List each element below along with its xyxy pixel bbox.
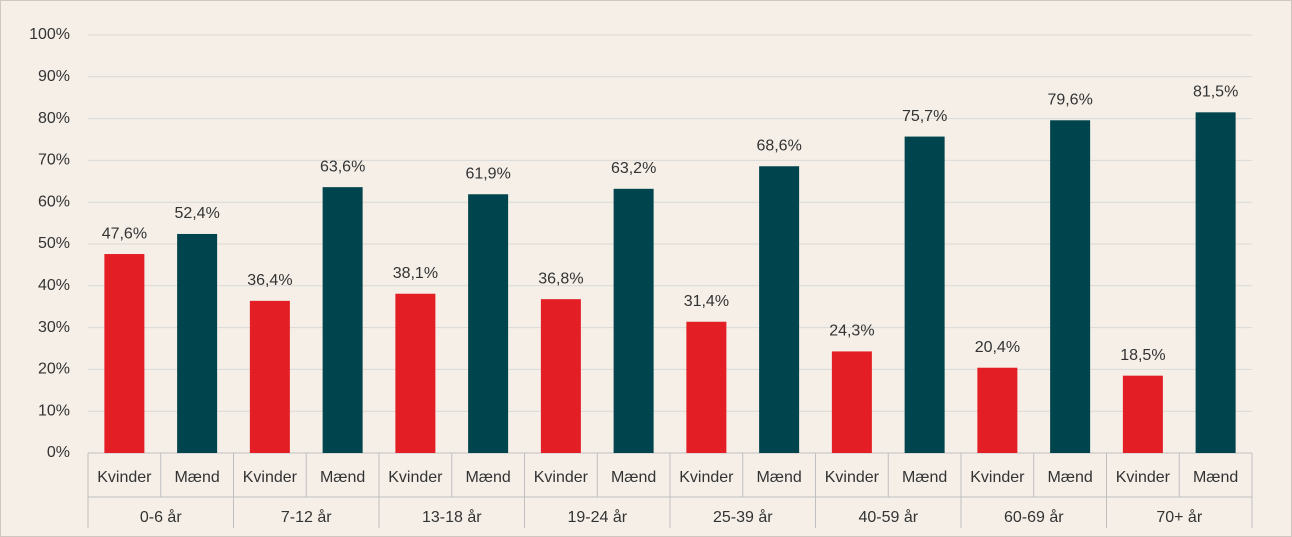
bar xyxy=(322,187,363,454)
bar xyxy=(613,188,654,453)
y-tick-label: 70% xyxy=(38,152,70,169)
x-tick-label: Mænd xyxy=(611,469,656,486)
data-label: 36,8% xyxy=(538,270,583,287)
data-label: 52,4% xyxy=(174,205,219,222)
x-tick-label: Mænd xyxy=(320,469,365,486)
x-tick-label: Kvinder xyxy=(679,469,734,486)
x-tick-label: Mænd xyxy=(1047,469,1092,486)
data-label: 63,6% xyxy=(320,158,365,175)
x-tick-label: Mænd xyxy=(756,469,801,486)
data-label: 81,5% xyxy=(1193,84,1238,101)
data-label: 47,6% xyxy=(102,225,147,242)
x-group-label: 70+ år xyxy=(1156,508,1202,526)
x-group-label: 25-39 år xyxy=(713,508,773,526)
data-label: 75,7% xyxy=(902,108,947,125)
bar xyxy=(831,351,872,453)
x-tick-label: Kvinder xyxy=(534,469,589,486)
y-tick-label: 10% xyxy=(38,402,70,419)
data-label: 68,6% xyxy=(756,137,801,154)
x-group-label: 13-18 år xyxy=(422,508,482,526)
bar xyxy=(249,300,290,453)
data-label: 38,1% xyxy=(393,265,438,282)
x-tick-label: Mænd xyxy=(1193,469,1238,486)
x-tick-label: Mænd xyxy=(174,469,219,486)
x-tick-label: Mænd xyxy=(902,469,947,486)
bar xyxy=(540,299,581,453)
x-group-label: 40-59 år xyxy=(858,508,918,526)
x-group-label: 0-6 år xyxy=(140,508,182,526)
data-label: 63,2% xyxy=(611,160,656,177)
x-tick-label: Kvinder xyxy=(97,469,152,486)
bar xyxy=(177,233,218,453)
y-tick-label: 90% xyxy=(38,68,70,85)
bar xyxy=(468,194,509,453)
x-tick-label: Mænd xyxy=(465,469,510,486)
bar xyxy=(904,136,945,453)
bar xyxy=(759,166,800,453)
x-tick-label: Kvinder xyxy=(243,469,298,486)
y-tick-label: 100% xyxy=(29,26,70,43)
x-group-label: 19-24 år xyxy=(567,508,627,526)
bar xyxy=(686,321,727,453)
data-label: 36,4% xyxy=(247,272,292,289)
x-tick-label: Kvinder xyxy=(970,469,1025,486)
x-group-label: 60-69 år xyxy=(1004,508,1064,526)
bar xyxy=(977,367,1018,453)
data-label: 79,6% xyxy=(1047,91,1092,108)
bar xyxy=(1195,112,1236,453)
x-tick-label: Kvinder xyxy=(1116,469,1171,486)
bar xyxy=(1122,375,1163,453)
data-label: 20,4% xyxy=(975,339,1020,356)
y-tick-label: 80% xyxy=(38,110,70,127)
y-tick-label: 30% xyxy=(38,319,70,336)
bar xyxy=(1050,120,1091,453)
data-label: 61,9% xyxy=(465,165,510,182)
data-label: 18,5% xyxy=(1120,347,1165,364)
x-tick-label: Kvinder xyxy=(388,469,443,486)
y-tick-label: 20% xyxy=(38,361,70,378)
bar xyxy=(104,254,145,453)
y-tick-label: 50% xyxy=(38,235,70,252)
y-tick-label: 0% xyxy=(47,444,70,461)
x-group-label: 7-12 år xyxy=(281,508,332,526)
x-tick-label: Kvinder xyxy=(825,469,880,486)
bar xyxy=(395,293,436,453)
data-label: 31,4% xyxy=(684,293,729,310)
data-label: 24,3% xyxy=(829,323,874,340)
y-tick-label: 40% xyxy=(38,277,70,294)
y-tick-label: 60% xyxy=(38,193,70,210)
